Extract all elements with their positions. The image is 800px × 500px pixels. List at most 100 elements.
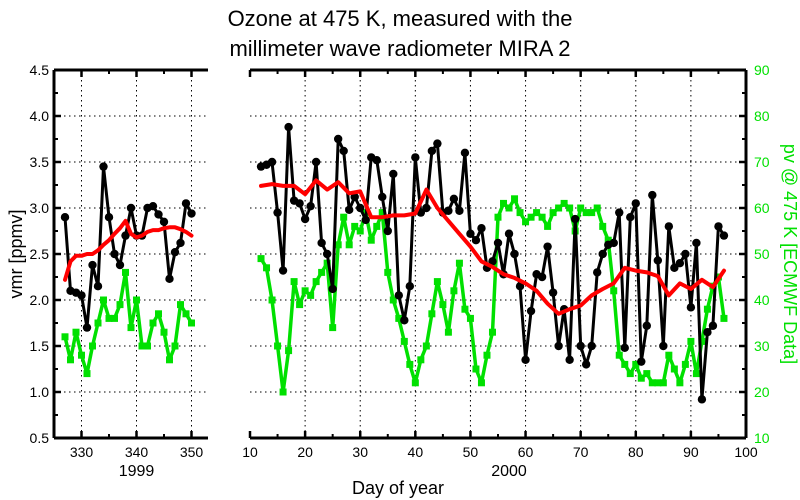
pv-marker [549,209,557,217]
pv-marker [100,296,107,304]
pv-marker [555,204,563,212]
pv-marker [500,199,508,207]
pv-marker [111,314,118,322]
ozone-marker [284,122,293,132]
pv-marker [166,356,173,364]
pv-marker [318,268,326,276]
pv-marker [422,342,430,350]
pv-marker [444,328,452,336]
ozone-marker [493,238,503,248]
x-tick-label: 100 [734,444,758,460]
ozone-marker [181,199,191,208]
x-tick-label: 60 [518,444,534,460]
x-axis-label: Day of year [352,478,444,498]
ozone-marker [714,222,723,231]
y-tick-label: 4.0 [30,108,50,124]
pv-marker [621,360,629,368]
pv-marker [296,301,304,309]
y-tick-label: 3.0 [30,200,50,216]
pv-marker [334,241,342,249]
pv-marker [670,365,678,373]
year-label: 2000 [491,463,527,480]
ozone-marker [521,355,530,364]
x-tick-label: 90 [683,444,699,460]
pv-marker [527,213,535,221]
ozone-marker [433,139,442,148]
ozone-marker [311,157,321,167]
pv-marker [411,379,419,387]
ozone-marker [77,291,86,300]
pv-marker [632,360,640,368]
pv-marker [329,324,337,332]
pv-marker [144,342,151,350]
pv-marker [94,319,102,327]
ozone-marker [686,303,696,312]
pv-marker [133,296,140,304]
ozone-marker [110,249,119,259]
pv-marker [345,241,353,249]
ozone-marker [148,201,158,211]
pv-marker [268,296,276,304]
ozone-marker [598,249,607,259]
ozone-marker [615,208,624,217]
pv-marker [610,287,618,295]
ozone-marker [444,206,453,215]
pv-marker [488,328,496,336]
y-tick-label: 4.5 [30,62,50,78]
ozone-marker [515,282,525,291]
ozone-marker [350,192,359,202]
ozone-marker [165,274,174,284]
ozone-marker [345,205,354,215]
pv-marker [588,209,596,217]
pv-marker [279,388,287,396]
y2-tick-label: 60 [754,200,770,216]
ozone-marker [383,226,392,236]
ozone-marker [703,328,712,337]
pv-marker [582,209,590,217]
x-tick-label: 70 [573,444,589,460]
ozone-marker [593,268,602,277]
pv-marker [285,347,293,355]
pv-marker [351,222,359,230]
y2-tick-label: 40 [754,292,770,308]
y-tick-label: 1.5 [30,338,50,354]
pv-marker [522,218,530,226]
x-tick-label: 330 [70,444,94,460]
x-tick-label: 350 [180,444,204,460]
pv-marker [384,268,392,276]
x-tick-label: 30 [352,444,368,460]
y2-tick-label: 50 [754,246,770,262]
pv-marker [461,305,469,313]
pv-marker [78,351,85,359]
pv-marker [122,268,129,276]
pv-marker [681,360,689,368]
y2-tick-label: 30 [754,338,770,354]
pv-marker [643,370,651,378]
x-tick-label: 50 [463,444,479,460]
y2-axis-label: pv @ 475 K [ECMWF Data] [780,144,800,364]
ozone-marker [361,215,370,225]
ozone-marker [115,260,125,270]
pv-marker [450,287,458,295]
ozone-marker [328,284,337,294]
pv-marker [472,365,480,373]
ozone-marker [510,249,519,259]
ozone-marker [300,214,310,224]
pv-marker [105,314,113,322]
ozone-marker [466,229,475,238]
pv-marker [665,351,673,359]
y2-tick-label: 70 [754,154,770,170]
ozone-marker [82,323,92,332]
ozone-marker [675,259,685,268]
ozone-marker [719,231,729,240]
ozone-marker [642,321,651,330]
pv-marker [659,379,667,387]
ozone-marker [88,260,97,270]
ozone-marker [526,306,536,316]
smoothed-ozone-line [63,218,194,282]
pv-marker [116,301,124,309]
ozone-marker [422,203,431,213]
pv-marker [367,236,375,244]
pv-marker [356,227,364,235]
